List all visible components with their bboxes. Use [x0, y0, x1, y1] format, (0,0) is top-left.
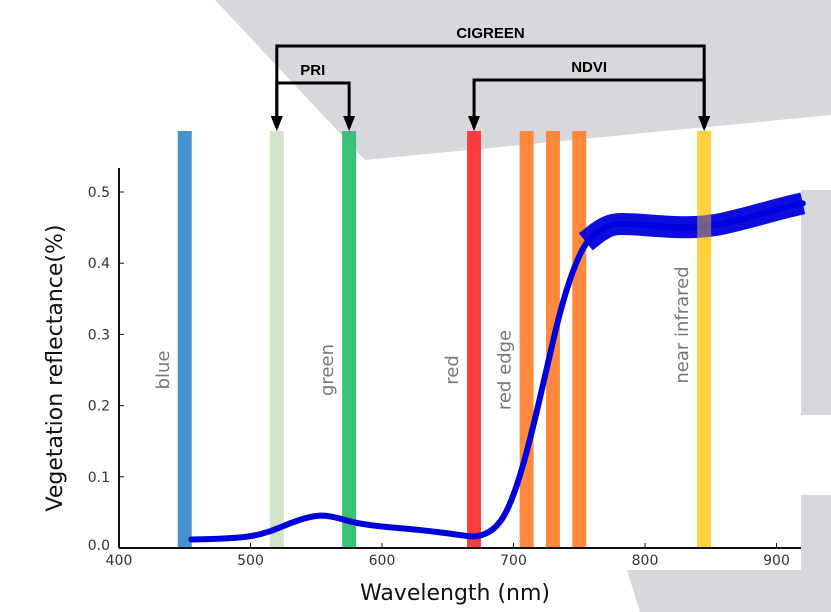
arrow-down-icon	[468, 116, 481, 131]
y-tick-label: 0.5	[88, 185, 110, 201]
nir-band-overlay	[697, 215, 712, 255]
band-670	[467, 131, 482, 548]
index-annotations: CIGREEN PRI NDVI	[270, 25, 711, 131]
index-label: CIGREEN	[456, 25, 524, 42]
index-label: PRI	[300, 62, 325, 79]
y-tick-label: 0.0	[88, 538, 110, 554]
band-520	[269, 131, 284, 548]
y-tick-label: 0.4	[88, 256, 110, 272]
index-bracket	[472, 78, 706, 128]
band-845	[697, 131, 712, 548]
arrow-down-icon	[270, 116, 283, 131]
band-750	[572, 131, 587, 548]
x-tick-label: 900	[763, 553, 790, 569]
band-label: blue	[153, 351, 174, 390]
index-pri: PRI	[270, 62, 356, 131]
band-710	[519, 131, 534, 548]
x-tick-label: 600	[369, 553, 396, 569]
curve	[188, 192, 806, 543]
x-tick-label: 400	[106, 553, 133, 569]
arrow-down-icon	[343, 116, 356, 131]
y-tick-label: 0.3	[88, 327, 110, 343]
y-axis-label: Vegetation reflectance(%)	[43, 225, 68, 512]
y-tick-label: 0.2	[88, 399, 110, 415]
index-label: NDVI	[571, 59, 607, 76]
index-ndvi: NDVI	[468, 59, 711, 131]
bg-shape-bottom	[627, 570, 831, 612]
axes	[118, 168, 801, 549]
band-450	[177, 131, 192, 548]
bg-shape-right	[801, 190, 831, 415]
band-label: near infrared	[672, 266, 693, 383]
ticks: 400 500 600 700 800 900 0.0 0.1 0.2 0.3 0.4 0.5	[88, 185, 790, 569]
index-bracket	[275, 81, 351, 128]
arrow-down-icon	[698, 116, 711, 131]
band-label: green	[317, 344, 338, 396]
bands: blue green red red edge near infrared	[153, 131, 712, 548]
y-tick-label: 0.1	[88, 470, 110, 486]
x-tick-label: 500	[237, 553, 264, 569]
band-label: red edge	[495, 330, 516, 410]
x-tick-label: 700	[500, 553, 527, 569]
band-575	[342, 131, 357, 548]
band-label: red	[442, 355, 463, 385]
reflectance-spread	[578, 192, 806, 251]
x-tick-label: 800	[632, 553, 659, 569]
x-axis-label: Wavelength (nm)	[360, 581, 550, 606]
